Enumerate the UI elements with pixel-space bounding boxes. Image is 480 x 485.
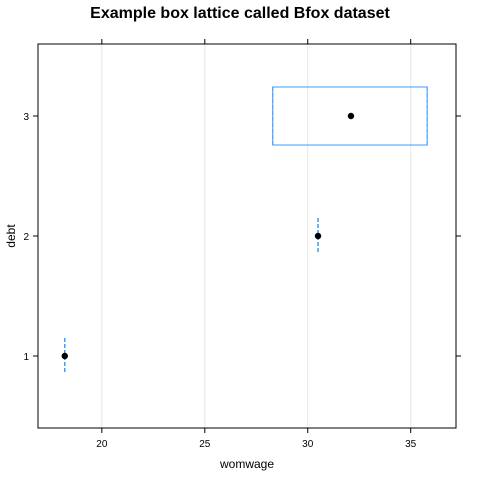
x-tick-label: 35	[405, 439, 417, 450]
chart-title: Example box lattice called Bfox dataset	[90, 5, 390, 22]
y-tick-label: 2	[23, 232, 29, 243]
y-axis-label: debt	[4, 224, 18, 248]
median-dot	[61, 352, 68, 360]
boxes-layer	[61, 86, 428, 374]
y-tick-label: 3	[23, 112, 29, 123]
plot-panel	[37, 43, 457, 429]
grid-layer	[101, 44, 412, 428]
x-tick-label: 25	[199, 439, 211, 450]
x-tick-label: 30	[302, 439, 314, 450]
x-axis-label: womwage	[219, 457, 274, 471]
y-tick-label: 1	[23, 352, 29, 363]
median-dot	[314, 232, 322, 240]
x-tick-label: 20	[96, 439, 108, 450]
box-rect	[272, 86, 428, 146]
axis-ticks: 20 25 30 35 1 2 3	[23, 39, 461, 450]
median-dot	[347, 112, 355, 120]
